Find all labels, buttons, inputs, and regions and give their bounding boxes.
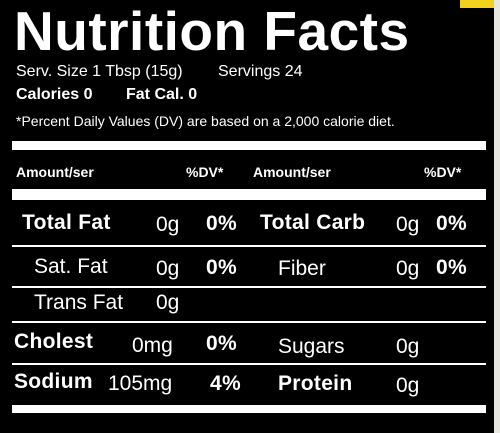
divider	[12, 141, 486, 150]
divider	[12, 405, 486, 413]
daily-value: 0%	[436, 212, 467, 235]
divider	[12, 286, 486, 288]
servings: Servings 24	[218, 63, 303, 80]
fat-calories: Fat Cal. 0	[126, 86, 198, 103]
header: %DV*	[186, 164, 224, 180]
header: Amount/ser	[253, 164, 331, 180]
nutrient: Sat. Fat	[34, 255, 108, 278]
divider	[12, 321, 486, 323]
divider	[12, 245, 486, 247]
daily-value: 0%	[206, 256, 237, 279]
serving-size: Serv. Size 1 Tbsp (15g)	[16, 63, 183, 80]
amount: 0g	[156, 257, 180, 280]
amount: 0mg	[132, 334, 173, 357]
amount: 0g	[396, 213, 420, 236]
nutrient: Sodium	[14, 370, 93, 393]
amount: 0g	[156, 213, 180, 236]
amount: 0g	[396, 374, 420, 397]
title: Nutrition Facts	[14, 0, 410, 62]
nutrient: Protein	[278, 372, 353, 395]
footnote: *Percent Daily Values (DV) are based on …	[16, 113, 395, 129]
calories: Calories 0	[16, 86, 93, 103]
daily-value: 0%	[206, 212, 237, 235]
header: Amount/ser	[16, 164, 94, 180]
nutrient: Trans Fat	[34, 291, 124, 314]
daily-value: 0%	[206, 332, 237, 355]
nutrient: Fiber	[278, 257, 326, 280]
amount: 0g	[156, 291, 180, 314]
package-edge	[460, 0, 500, 8]
divider	[12, 363, 486, 365]
amount: 0g	[396, 335, 420, 358]
divider	[12, 189, 486, 200]
daily-value: 4%	[210, 372, 241, 395]
amount: 0g	[396, 257, 420, 280]
amount: 105mg	[108, 372, 173, 395]
nutrient: Total Carb	[260, 211, 366, 234]
daily-value: 0%	[436, 256, 467, 279]
nutrient: Sugars	[278, 335, 345, 358]
nutrient: Total Fat	[22, 211, 111, 234]
border-edge	[494, 0, 500, 433]
nutrient: Cholest	[14, 330, 94, 353]
header: %DV*	[424, 164, 462, 180]
